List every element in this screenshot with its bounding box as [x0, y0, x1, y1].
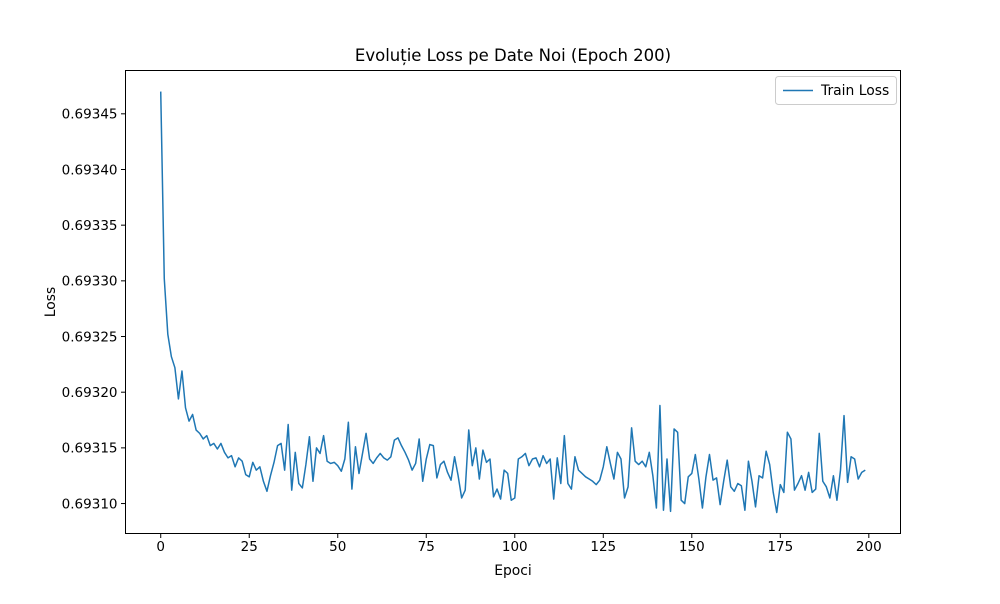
legend-frame [775, 76, 897, 105]
x-tick-label: 150 [679, 539, 705, 555]
legend-label: Train Loss [820, 83, 889, 99]
y-tick-label: 0.69320 [62, 385, 118, 401]
axis-ticks: 0 25 50 75 100 125 150 175 200 0.69310 0.69315 0.69… [62, 107, 882, 555]
y-tick-label: 0.69340 [62, 162, 118, 178]
train-loss-line [159, 91, 866, 514]
x-tick-label: 200 [856, 539, 882, 555]
x-tick-label: 125 [590, 539, 616, 555]
x-tick-label: 75 [418, 539, 435, 555]
y-tick-label: 0.69310 [62, 496, 118, 512]
y-tick-label: 0.69335 [62, 218, 118, 234]
x-tick-label: 175 [767, 539, 793, 555]
plot-frame [125, 70, 901, 534]
y-axis-label: Loss [43, 287, 59, 317]
legend: Train Loss [775, 76, 897, 105]
x-tick-label: 100 [502, 539, 528, 555]
y-tick-label: 0.69345 [62, 107, 118, 123]
y-tick-label: 0.69330 [62, 274, 118, 290]
x-tick-label: 0 [156, 539, 165, 555]
y-tick-label: 0.69315 [62, 441, 118, 457]
x-tick-label: 50 [329, 539, 346, 555]
x-axis-label: Epoci [494, 563, 532, 579]
y-tick-label: 0.69325 [62, 329, 118, 345]
x-tick-label: 25 [241, 539, 258, 555]
chart-title: Evoluție Loss pe Date Noi (Epoch 200) [355, 46, 671, 65]
